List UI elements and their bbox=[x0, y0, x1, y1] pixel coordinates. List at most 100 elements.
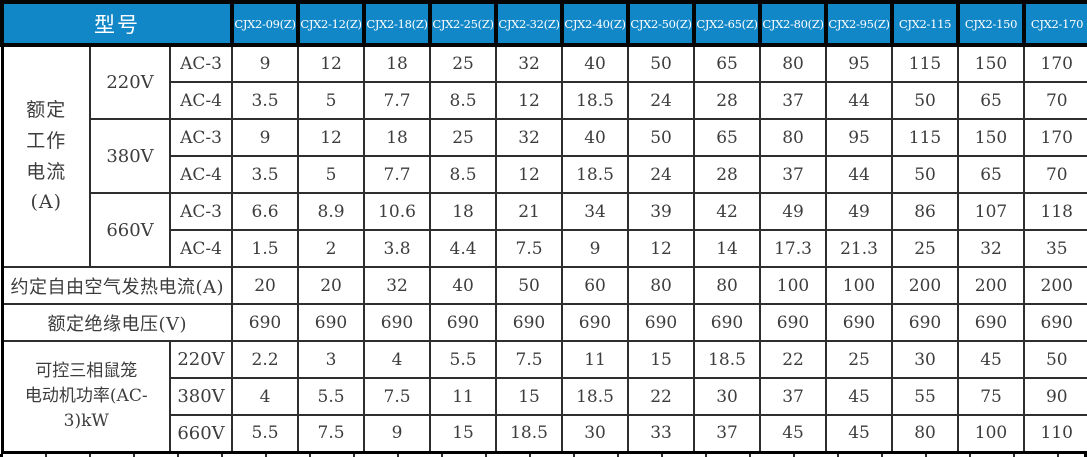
model-header-cell: CJX2-09(Z) bbox=[230, 0, 301, 47]
table-row: 额定 工作 电流 (A) 220V AC-3 9 12 18 25 32 40 50 65 80 95 1… bbox=[1, 44, 1087, 268]
value-cell: 50 bbox=[495, 266, 564, 305]
model-header-cell: CJX2-12(Z) bbox=[296, 0, 367, 47]
value-cell: 690 bbox=[297, 303, 366, 342]
value-cell: 100 bbox=[759, 266, 828, 305]
value-cell: 12 bbox=[297, 44, 366, 83]
value-cell: 200 bbox=[891, 266, 960, 305]
voltage-cell: 220V bbox=[168, 340, 234, 379]
model-header-cell: CJX2-170 bbox=[1022, 0, 1087, 47]
value-cell: 33 bbox=[627, 414, 696, 453]
value-cell: 690 bbox=[891, 303, 960, 342]
value-cell: 50 bbox=[891, 81, 960, 120]
value-cell: 28 bbox=[693, 81, 762, 120]
value-cell: 9 bbox=[231, 44, 300, 83]
current-class-cell: AC-4 bbox=[168, 229, 234, 268]
value-cell: 11 bbox=[561, 340, 630, 379]
value-cell: 32 bbox=[363, 266, 432, 305]
value-cell: 40 bbox=[561, 44, 630, 83]
model-header-cell: CJX2-65(Z) bbox=[692, 0, 763, 47]
value-cell: 44 bbox=[825, 81, 894, 120]
table-row: 660V 5.5 7.5 9 15 18.5 30 33 37 45 45 80 100 110 bbox=[2, 414, 1087, 453]
value-cell: 14 bbox=[693, 229, 762, 268]
value-cell: 7.7 bbox=[363, 155, 432, 194]
value-cell: 37 bbox=[759, 81, 828, 120]
value-cell: 18.5 bbox=[561, 155, 630, 194]
value-cell: 21 bbox=[495, 192, 564, 231]
value-cell: 107 bbox=[957, 192, 1026, 231]
value-cell: 40 bbox=[429, 266, 498, 305]
current-class-cell: AC-4 bbox=[168, 81, 234, 120]
value-cell: 95 bbox=[825, 118, 894, 157]
value-cell: 12 bbox=[297, 118, 366, 157]
table-row: 约定自由空气发热电流(A) 20 20 32 40 50 60 80 80 100 100 200 20… bbox=[0, 266, 1087, 305]
value-cell: 25 bbox=[429, 118, 498, 157]
value-cell: 690 bbox=[363, 303, 432, 342]
insulation-voltage-label: 额定绝缘电压(V) bbox=[0, 303, 234, 342]
table-row: AC-4 3.5 5 7.7 8.5 12 18.5 24 28 37 44 50 65 70 bbox=[2, 81, 1087, 120]
current-class-cell: AC-3 bbox=[168, 118, 234, 157]
value-cell: 25 bbox=[825, 340, 894, 379]
value-cell: 11 bbox=[429, 377, 498, 416]
value-cell: 65 bbox=[957, 155, 1026, 194]
value-cell: 690 bbox=[231, 303, 300, 342]
value-cell: 200 bbox=[1023, 266, 1087, 305]
value-cell: 50 bbox=[627, 118, 696, 157]
value-cell: 18.5 bbox=[495, 414, 564, 453]
value-cell: 7.5 bbox=[495, 229, 564, 268]
model-header-cell: CJX2-32(Z) bbox=[494, 0, 565, 47]
value-cell: 39 bbox=[627, 192, 696, 231]
motor-power-label: 可控三相鼠笼 电动机功率(AC-3)kW bbox=[1, 340, 171, 453]
voltage-cell: 660V bbox=[89, 192, 171, 268]
value-cell: 3.5 bbox=[231, 155, 300, 194]
value-cell: 80 bbox=[627, 266, 696, 305]
value-cell: 690 bbox=[693, 303, 762, 342]
value-cell: 150 bbox=[957, 118, 1026, 157]
model-header-cell: CJX2-50(Z) bbox=[626, 0, 697, 47]
value-cell: 24 bbox=[627, 155, 696, 194]
value-cell: 45 bbox=[825, 414, 894, 453]
value-cell: 45 bbox=[759, 414, 828, 453]
thermal-current-label: 约定自由空气发热电流(A) bbox=[0, 266, 234, 305]
value-cell: 32 bbox=[495, 44, 564, 83]
current-class-cell: AC-4 bbox=[168, 155, 234, 194]
value-cell: 7.5 bbox=[297, 414, 366, 453]
value-cell: 90 bbox=[1023, 377, 1087, 416]
value-cell: 18 bbox=[429, 192, 498, 231]
value-cell: 25 bbox=[891, 229, 960, 268]
value-cell: 690 bbox=[825, 303, 894, 342]
value-cell: 115 bbox=[891, 44, 960, 83]
value-cell: 32 bbox=[957, 229, 1026, 268]
value-cell: 22 bbox=[627, 377, 696, 416]
value-cell: 5.5 bbox=[231, 414, 300, 453]
value-cell: 70 bbox=[1023, 81, 1087, 120]
value-cell: 32 bbox=[495, 118, 564, 157]
value-cell: 50 bbox=[1023, 340, 1087, 379]
value-cell: 22 bbox=[759, 340, 828, 379]
value-cell: 44 bbox=[825, 155, 894, 194]
value-cell: 40 bbox=[561, 118, 630, 157]
value-cell: 150 bbox=[957, 44, 1026, 83]
value-cell: 50 bbox=[627, 44, 696, 83]
current-class-cell: AC-3 bbox=[168, 192, 234, 231]
model-header-cell: CJX2-95(Z) bbox=[824, 0, 895, 47]
value-cell: 42 bbox=[693, 192, 762, 231]
value-cell: 37 bbox=[759, 377, 828, 416]
current-class-cell: AC-3 bbox=[168, 44, 234, 83]
value-cell: 28 bbox=[693, 155, 762, 194]
value-cell: 170 bbox=[1023, 44, 1087, 83]
table-row: 380V 4 5.5 7.5 11 15 18.5 22 30 37 45 55 75 90 bbox=[2, 377, 1087, 416]
value-cell: 8.5 bbox=[429, 81, 498, 120]
value-cell: 17.3 bbox=[759, 229, 828, 268]
value-cell: 24 bbox=[627, 81, 696, 120]
value-cell: 4 bbox=[231, 377, 300, 416]
value-cell: 49 bbox=[825, 192, 894, 231]
value-cell: 18 bbox=[363, 118, 432, 157]
table-row: AC-4 3.5 5 7.7 8.5 12 18.5 24 28 37 44 50 65 70 bbox=[2, 155, 1087, 194]
value-cell: 9 bbox=[363, 414, 432, 453]
value-cell: 37 bbox=[759, 155, 828, 194]
model-header-cell: CJX2-18(Z) bbox=[362, 0, 433, 47]
value-cell: 60 bbox=[561, 266, 630, 305]
table-row: 型号 CJX2-09(Z) CJX2-12(Z) CJX2-18(Z) CJX2-25(… bbox=[0, 0, 1087, 47]
